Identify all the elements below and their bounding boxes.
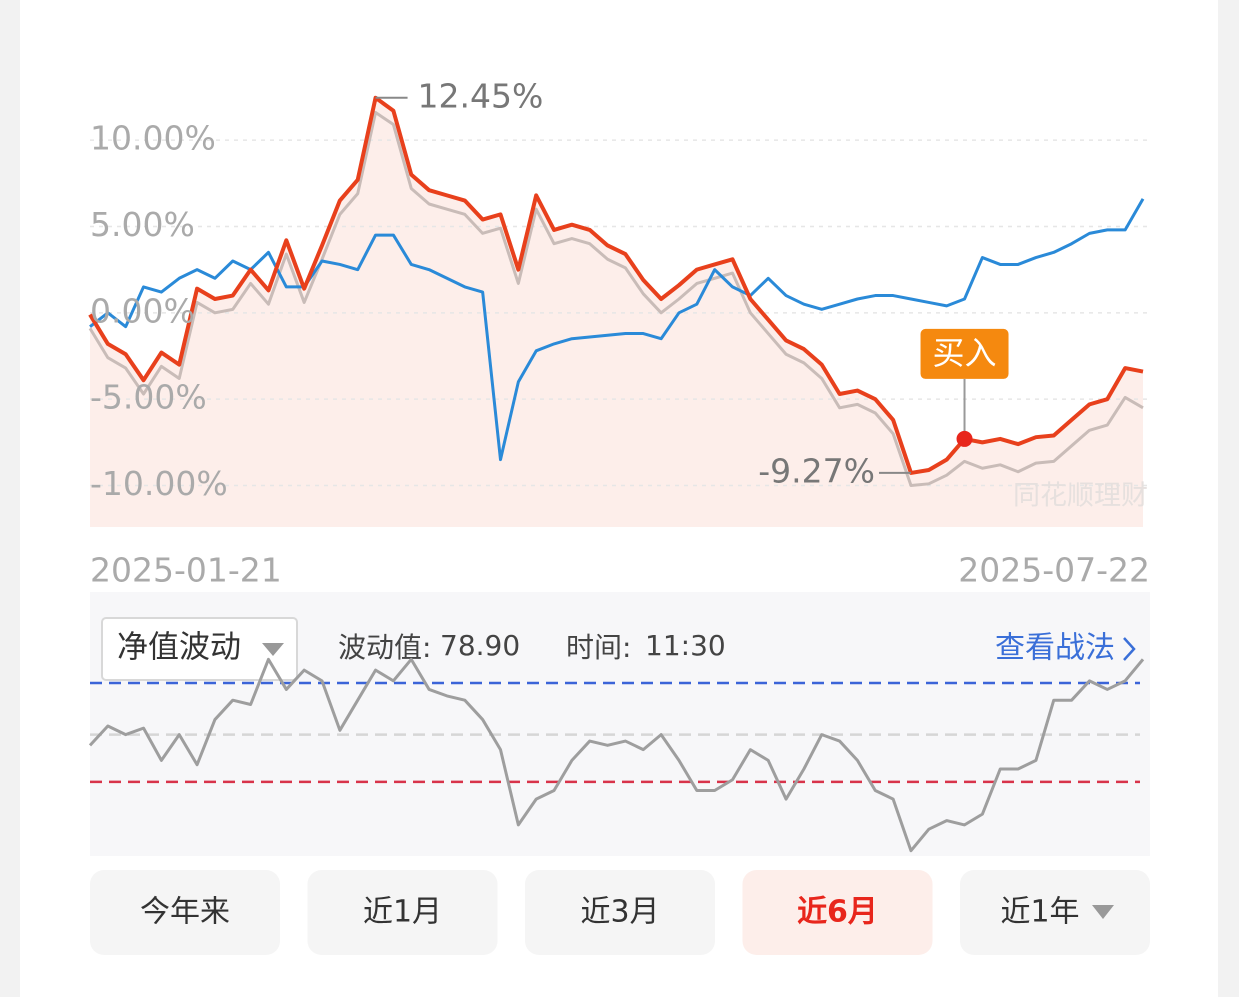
tab[interactable] (90, 870, 280, 955)
selector-label: 净值波动 (117, 630, 241, 666)
y-tick-label: 0.00% (90, 291, 195, 330)
time-value: 11:30 (645, 629, 726, 662)
tab-label: 今年来 (140, 895, 230, 930)
volatility-label: 波动值: (338, 631, 431, 664)
volatility-line (88, 657, 1145, 853)
tab-label: 近3月 (580, 895, 659, 930)
y-tick-label: -5.00% (90, 378, 207, 417)
buy-label: 买入 (933, 334, 997, 372)
buy-badge (920, 328, 1009, 379)
y-tick-label: -10.00% (90, 464, 228, 503)
dropdown-arrow (262, 643, 284, 656)
volatility-value: 78.90 (440, 629, 520, 662)
y-tick-label: 10.00% (90, 119, 216, 158)
tab-label: 近6月 (797, 895, 878, 930)
buy-point (956, 430, 973, 447)
tab[interactable] (960, 870, 1150, 955)
time-label: 时间: (566, 631, 631, 664)
annotation: -9.27% (758, 451, 875, 490)
annotation: 12.45% (418, 76, 544, 115)
selector[interactable] (101, 617, 298, 681)
tab[interactable] (307, 870, 498, 955)
watermark: 同花顺理财 (1013, 481, 1148, 512)
tab[interactable] (742, 870, 933, 955)
y-tick-label: 5.00% (90, 205, 195, 244)
tab-label: 近1月 (363, 895, 442, 930)
x-tick-label: 2025-01-21 (90, 551, 282, 590)
series-line (88, 110, 1144, 488)
tab-arrow (1092, 905, 1114, 919)
x-tick-label: 2025-07-22 (958, 551, 1150, 590)
tab-label: 近1年 (1000, 895, 1079, 930)
tab[interactable] (525, 870, 715, 955)
link-chevron (1123, 637, 1136, 661)
series-line (89, 198, 1145, 462)
strategy-link[interactable]: 查看战法 (995, 631, 1115, 666)
